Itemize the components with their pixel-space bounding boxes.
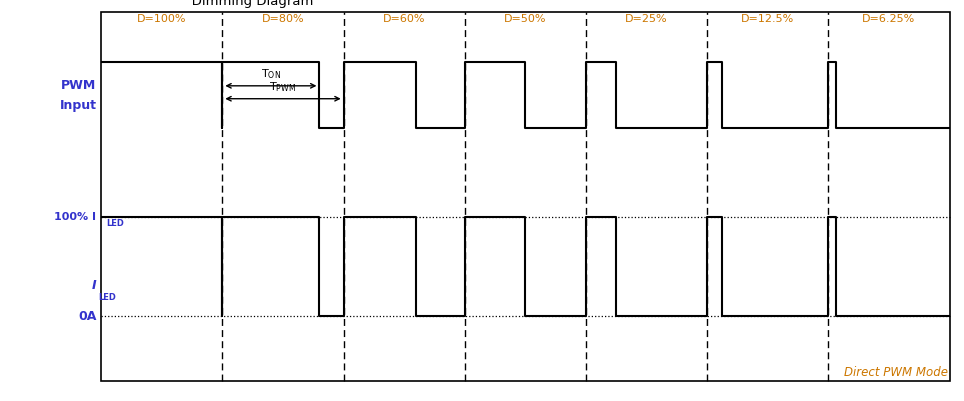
Text: D=12.5%: D=12.5% [741,14,794,24]
Text: D=50%: D=50% [504,14,547,24]
Text: LED: LED [106,219,124,228]
Text: 100% I: 100% I [54,212,96,222]
Text: I: I [92,279,96,292]
Text: D=60%: D=60% [383,14,425,24]
Text: T$_{\mathregular{PWM}}$: T$_{\mathregular{PWM}}$ [269,80,297,93]
Text: LP8864S-Q1 Direct PWM
                   Dimming Diagram: LP8864S-Q1 Direct PWM Dimming Diagram [111,0,313,8]
Text: 0A: 0A [78,310,96,323]
Text: LED: LED [98,293,117,302]
Text: PWM: PWM [61,79,96,91]
Text: Input: Input [60,99,96,111]
Text: T$_{\mathregular{ON}}$: T$_{\mathregular{ON}}$ [261,67,281,81]
Text: D=25%: D=25% [626,14,668,24]
Text: Direct PWM Mode: Direct PWM Mode [844,366,948,379]
Text: D=80%: D=80% [261,14,305,24]
Text: D=100%: D=100% [137,14,187,24]
Text: D=6.25%: D=6.25% [863,14,916,24]
